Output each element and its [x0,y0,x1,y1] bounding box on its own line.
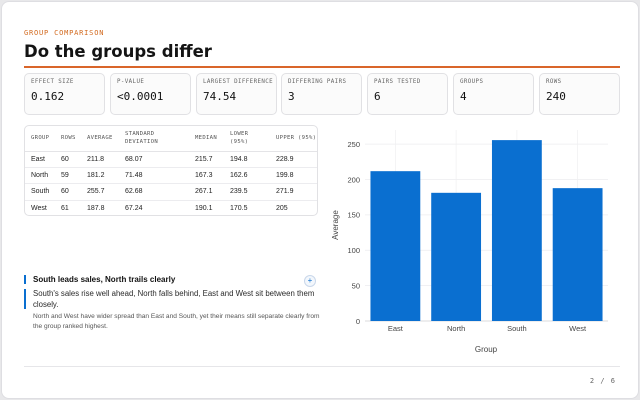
bar-north[interactable] [431,192,482,321]
kpi-value: <0.0001 [117,90,164,103]
page-title: Do the groups differ [24,42,212,61]
cell-upper: 228.9 [270,151,317,168]
cell-upper: 271.9 [270,183,317,201]
cell-average: 211.8 [81,151,119,168]
table-header-row: GROUP ROWS AVERAGE STANDARD DEVIATION ME… [25,126,317,152]
cell-standard-deviation: 71.48 [119,167,189,185]
column-header-standard-deviation: STANDARD DEVIATION [119,126,189,152]
callout-accent-bar [24,275,26,284]
x-tick-label: East [388,324,404,333]
cell-group: East [25,151,55,168]
y-tick-label: 0 [356,317,360,326]
table-row: East 60 211.8 68.07 215.7 194.8 228.9 [25,151,317,168]
column-header-upper: UPPER (95%) [270,126,317,152]
group-summary-table: GROUP ROWS AVERAGE STANDARD DEVIATION ME… [24,125,318,216]
column-header-lower: LOWER (95%) [224,126,270,152]
column-header-average: AVERAGE [81,126,119,152]
footer-divider [24,366,620,367]
cell-median: 267.1 [189,183,224,201]
cell-upper: 205 [276,205,288,213]
expand-insight-button[interactable]: + [304,275,316,287]
callout-note: North and West have wider spread than Ea… [33,313,320,330]
bar-west[interactable] [552,188,603,321]
kpi-value: 4 [460,90,467,103]
cell-standard-deviation: 62.68 [119,183,189,201]
y-tick-label: 50 [352,281,360,290]
table-row: North 59 181.2 71.48 167.3 162.6 199.8 [25,167,317,185]
table-row: West 61 187.8 67.24 190.1 170.5 205 [25,200,317,215]
cell-standard-deviation: 68.07 [119,151,189,168]
kpi-effect-size: EFFECT SIZE 0.162 [24,73,105,115]
cell-group: North [25,167,55,185]
x-axis-label: Group [475,345,498,354]
kpi-largest-difference: LARGEST DIFFERENCE 74.54 [196,73,277,115]
cell-lower: 239.5 [224,183,270,201]
cell-standard-deviation: 67.24 [125,205,143,213]
title-underline [24,66,620,68]
cell-lower: 170.5 [230,205,248,213]
section-eyebrow: GROUP COMPARISON [24,29,105,37]
cell-rows: 61 [61,205,69,213]
bar-east[interactable] [370,171,421,321]
kpi-value: 74.54 [203,90,237,103]
cell-median: 190.1 [195,205,213,213]
cell-median: 167.3 [189,167,224,185]
chart-bars [370,140,603,321]
cell-group: South [25,183,55,201]
callout-headline: South leads sales, North trails clearly [33,275,176,284]
cell-lower: 162.6 [224,167,270,185]
kpi-label: P-VALUE [117,79,145,85]
chart-y-tick-labels: 0 50 100 150 200 250 [347,140,360,326]
x-tick-label: South [507,324,527,333]
kpi-label: GROUPS [460,79,484,85]
y-tick-label: 200 [347,175,360,184]
chart-x-tick-labels: East North South West [388,324,587,333]
kpi-rows: ROWS 240 [539,73,620,115]
page-indicator: 2 / 6 [589,377,616,385]
x-tick-label: North [447,324,465,333]
column-header-median: MEDIAN [189,126,224,152]
kpi-value: 3 [288,90,295,103]
insight-callout: South leads sales, North trails clearly … [24,272,320,336]
column-header-group: GROUP [25,126,55,152]
cell-group: West [31,205,47,213]
cell-average: 187.8 [87,205,105,213]
cell-median: 215.7 [189,151,224,168]
cell-upper: 199.8 [270,167,317,185]
callout-subline: South's sales rise well ahead, North fal… [33,289,315,309]
kpi-label: LARGEST DIFFERENCE [203,79,274,85]
kpi-value: 0.162 [31,90,65,103]
kpi-strip: EFFECT SIZE 0.162 P-VALUE <0.0001 LARGES… [24,73,620,115]
kpi-label: DIFFERING PAIRS [288,79,347,85]
kpi-value: 240 [546,90,566,103]
kpi-label: EFFECT SIZE [31,79,74,85]
column-header-rows: ROWS [55,126,81,152]
cell-rows: 60 [55,183,81,201]
table-row: South 60 255.7 62.68 267.1 239.5 271.9 [25,183,317,201]
kpi-value: 6 [374,90,381,103]
average-by-group-bar-chart: 0 50 100 150 200 250 East North South West Avera… [331,130,608,354]
cell-rows: 60 [55,151,81,168]
y-tick-label: 100 [347,246,360,255]
kpi-p-value: P-VALUE <0.0001 [110,73,191,115]
y-tick-label: 250 [347,140,360,149]
bar-south[interactable] [491,140,542,321]
kpi-label: ROWS [546,79,562,85]
y-axis-label: Average [331,210,340,240]
cell-average: 181.2 [81,167,119,185]
cell-average: 255.7 [81,183,119,201]
x-tick-label: West [569,324,587,333]
kpi-pairs-tested: PAIRS TESTED 6 [367,73,448,115]
kpi-label: PAIRS TESTED [374,79,421,85]
cell-lower: 194.8 [224,151,270,168]
y-tick-label: 150 [347,211,360,220]
cell-rows: 59 [55,167,81,185]
kpi-differing-pairs: DIFFERING PAIRS 3 [281,73,362,115]
callout-accent-bar [24,289,26,309]
kpi-groups: GROUPS 4 [453,73,534,115]
